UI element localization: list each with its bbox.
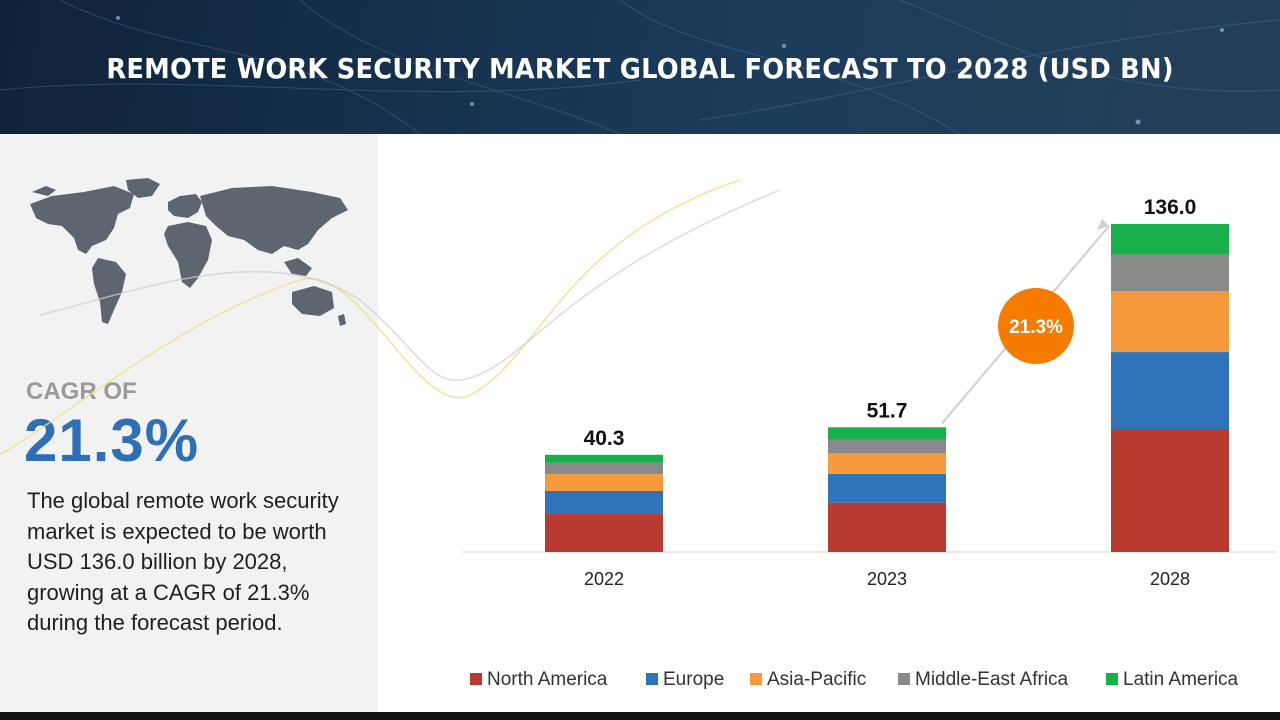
legend-swatch-europe: [646, 673, 658, 685]
bar-2022-europe: [545, 490, 663, 514]
chart-legend: North America Europe Asia-Pacific Middle-Ea…: [470, 669, 1239, 690]
legend-label-latin-america: Latin America: [1123, 669, 1239, 690]
network-background-graphic: [0, 0, 1280, 134]
bar-2022-middle-east-africa: [545, 462, 663, 475]
x-tick-label-2023: 2023: [867, 569, 907, 589]
decorative-curves: [0, 179, 781, 456]
chart-title: REMOTE WORK SECURITY MARKET GLOBAL FOREC…: [106, 52, 1174, 85]
bar-2023-north-america: [828, 502, 946, 552]
bar-2022-latin-america: [545, 454, 663, 463]
legend-swatch-asia-pacific: [750, 673, 762, 685]
bar-2023-middle-east-africa: [828, 439, 946, 454]
cagr-value: 21.3%: [24, 407, 200, 474]
legend-swatch-middle-east-africa: [898, 673, 910, 685]
cagr-badge: [998, 288, 1074, 364]
legend-label-middle-east-africa: Middle-East Africa: [915, 669, 1069, 690]
x-tick-label-2028: 2028: [1150, 569, 1190, 589]
x-tick-label-2022: 2022: [584, 569, 624, 589]
legend-swatch-latin-america: [1106, 673, 1118, 685]
bar-2023-asia-pacific: [828, 453, 946, 474]
total-label-2028: 136.0: [1144, 196, 1197, 219]
bar-2028-latin-america: [1111, 224, 1229, 255]
bar-2028-europe: [1111, 352, 1229, 429]
bottom-edge-bar: [0, 712, 1280, 720]
header-banner: REMOTE WORK SECURITY MARKET GLOBAL FOREC…: [0, 0, 1280, 134]
bar-2023-latin-america: [828, 427, 946, 440]
growth-arrow-head: [1097, 219, 1109, 230]
legend-label-europe: Europe: [663, 669, 724, 690]
bar-2028-north-america: [1111, 429, 1229, 552]
bar-2022-asia-pacific: [545, 474, 663, 491]
bar-2023-europe: [828, 473, 946, 503]
world-map-icon: [30, 178, 348, 326]
total-label-2022: 40.3: [584, 427, 625, 450]
legend-label-asia-pacific: Asia-Pacific: [767, 669, 866, 690]
bar-2022-north-america: [545, 513, 663, 552]
market-summary-text: The global remote work security market i…: [27, 488, 339, 635]
bar-2028-asia-pacific: [1111, 291, 1229, 353]
legend-label-north-america: North America: [487, 669, 608, 690]
summary-panel: CAGR OF 21.3% The global remote work sec…: [0, 134, 378, 712]
legend-swatch-north-america: [470, 673, 482, 685]
cagr-annotation: 21.3%: [941, 219, 1110, 424]
total-label-2023: 51.7: [867, 399, 908, 422]
bars-group: 40.3 2022 51.7 2023 136.0 2028: [545, 196, 1229, 589]
cagr-badge-label: 21.3%: [1009, 317, 1063, 338]
bar-2028-middle-east-africa: [1111, 254, 1229, 292]
